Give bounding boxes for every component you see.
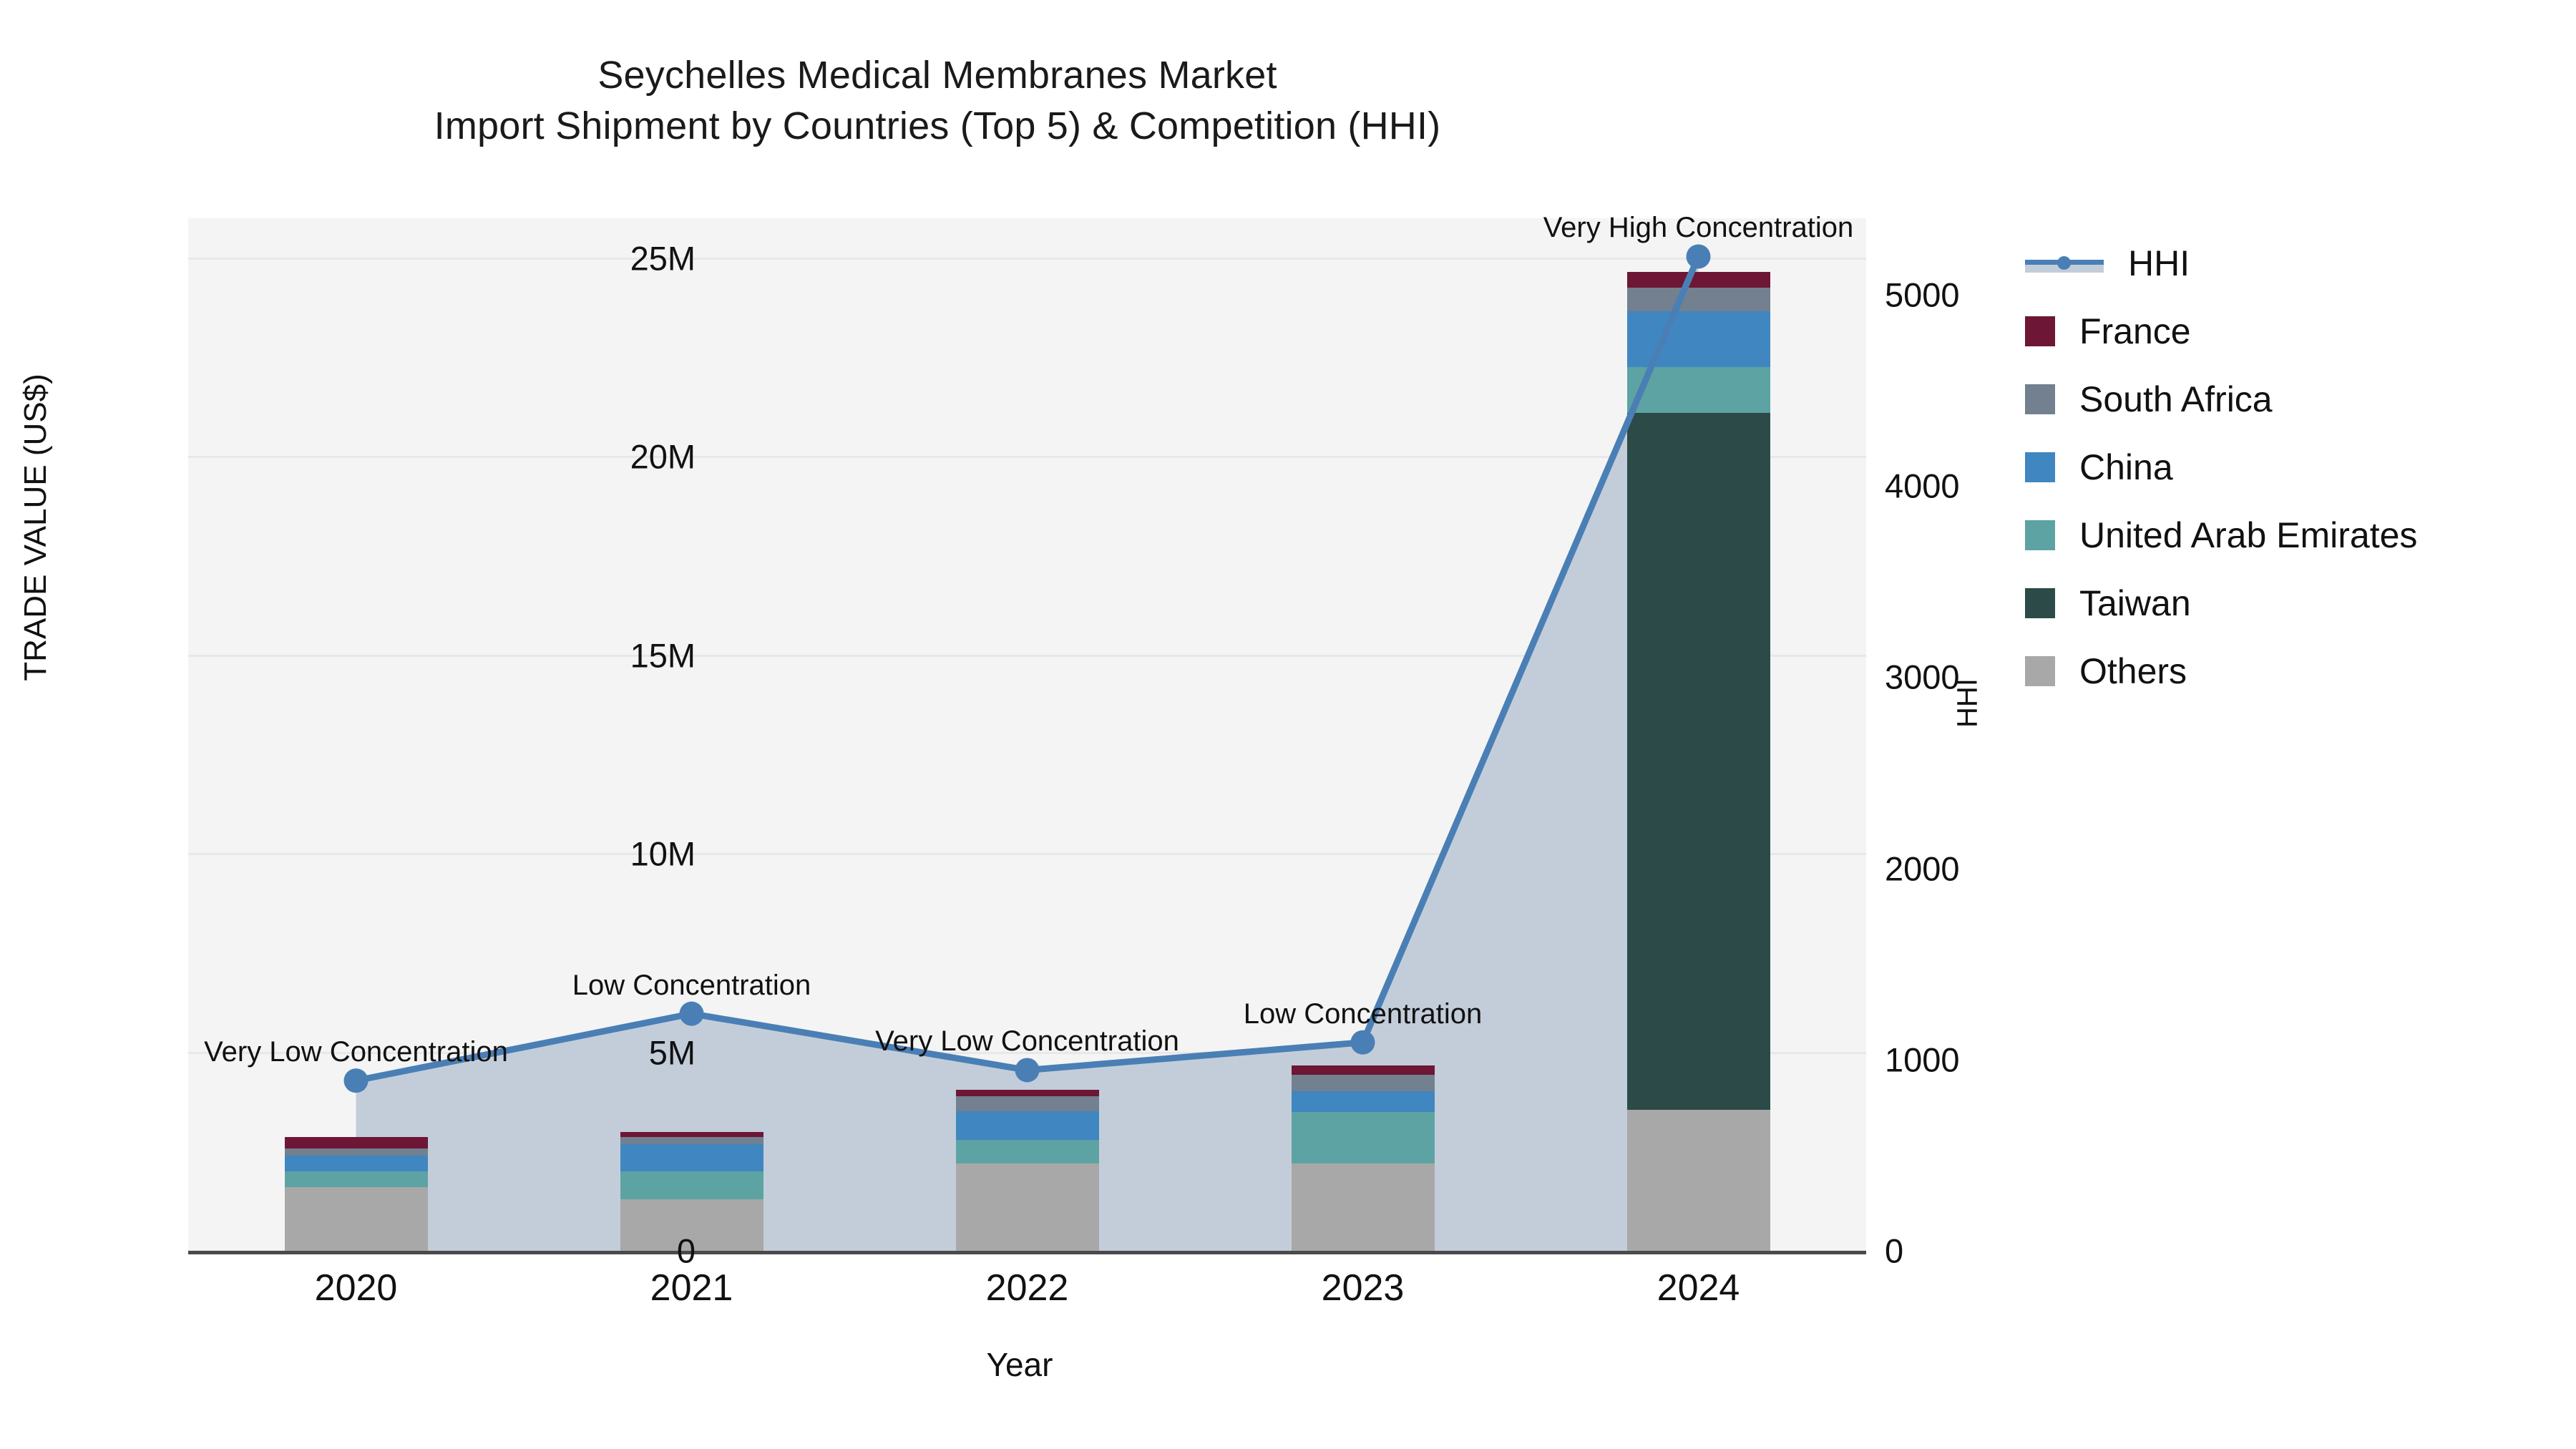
y2-axis-tick-label: 4000 xyxy=(1885,467,1960,505)
bar-segment[interactable] xyxy=(955,1163,1099,1251)
chart-title-line-2: Import Shipment by Countries (Top 5) & C… xyxy=(434,104,1441,148)
bar-segment[interactable] xyxy=(1626,1109,1770,1251)
legend-item-label: Taiwan xyxy=(2079,582,2191,623)
legend-item[interactable]: Taiwan xyxy=(2025,569,2569,637)
x-axis-tick-label: 2021 xyxy=(650,1267,733,1309)
bar-segment[interactable] xyxy=(1626,272,1770,288)
bar-segment[interactable] xyxy=(1291,1065,1435,1075)
legend-item[interactable]: China xyxy=(2025,433,2569,501)
y2-axis-tick-label: 2000 xyxy=(1885,849,1960,888)
bar-segment[interactable] xyxy=(1291,1111,1435,1163)
bar-segment[interactable] xyxy=(620,1199,763,1251)
legend-item[interactable]: HHI xyxy=(2025,229,2569,297)
hhi-line-path xyxy=(353,253,1702,1084)
x-axis-line xyxy=(188,1251,1866,1254)
x-axis-tick-label: 2020 xyxy=(314,1267,398,1309)
y2-axis-tick-label: 3000 xyxy=(1885,658,1960,696)
gridline xyxy=(188,456,1866,458)
bar-segment[interactable] xyxy=(1626,311,1770,368)
hhi-area-fill xyxy=(356,256,1699,1251)
y-axis-tick-label: 25M xyxy=(630,239,696,277)
chart-title: Seychelles Medical Membranes Market Impo… xyxy=(0,50,1875,152)
y-axis-tick-label: 20M xyxy=(630,437,696,476)
x-axis-label: Year xyxy=(986,1346,1053,1383)
plot-area xyxy=(188,218,1866,1252)
legend-color-swatch xyxy=(2025,587,2055,618)
hhi-area xyxy=(356,256,1699,1251)
hhi-data-point[interactable] xyxy=(343,1068,369,1093)
y-axis-tick-label: 0 xyxy=(676,1231,696,1270)
bar-stack[interactable] xyxy=(620,1132,763,1251)
y-axis-tick-label: 5M xyxy=(648,1033,696,1071)
gridline xyxy=(188,1051,1866,1054)
bar-stack[interactable] xyxy=(284,1137,428,1251)
legend-item[interactable]: United Arab Emirates xyxy=(2025,501,2569,569)
hhi-annotation: Very High Concentration xyxy=(1543,212,1854,244)
bar-segment[interactable] xyxy=(284,1156,428,1171)
bar-segment[interactable] xyxy=(284,1171,428,1188)
y-axis-label: TRADE VALUE (US$) xyxy=(18,374,53,681)
bar-stack[interactable] xyxy=(1626,272,1770,1251)
bar-segment[interactable] xyxy=(1291,1163,1435,1251)
legend-item-label: Others xyxy=(2079,650,2187,691)
y2-axis-tick-label: 5000 xyxy=(1885,275,1960,314)
legend-item-label: France xyxy=(2079,311,2191,351)
legend-color-swatch xyxy=(2025,452,2055,482)
bar-segment[interactable] xyxy=(620,1132,763,1138)
bar-segment[interactable] xyxy=(284,1187,428,1251)
hhi-annotation: Low Concentration xyxy=(1243,997,1483,1030)
legend-color-swatch xyxy=(2025,384,2055,414)
hhi-annotation: Low Concentration xyxy=(572,969,811,1001)
legend-item[interactable]: France xyxy=(2025,297,2569,365)
bar-stack[interactable] xyxy=(955,1089,1099,1251)
bar-segment[interactable] xyxy=(1291,1074,1435,1091)
bar-stack[interactable] xyxy=(1291,1065,1435,1251)
gridline xyxy=(188,654,1866,657)
y2-axis-label: HHI xyxy=(1951,678,1984,728)
bar-segment[interactable] xyxy=(620,1137,763,1145)
x-axis-tick-label: 2024 xyxy=(1657,1267,1740,1309)
bar-segment[interactable] xyxy=(620,1144,763,1171)
gridline xyxy=(188,257,1866,260)
hhi-data-point[interactable] xyxy=(679,1001,704,1026)
y-axis-tick-label: 10M xyxy=(630,834,696,873)
chart-legend: HHI France South Africa China United Arab Em… xyxy=(2025,229,2569,705)
gridline xyxy=(188,853,1866,855)
bar-segment[interactable] xyxy=(284,1148,428,1156)
bar-segment[interactable] xyxy=(1626,288,1770,312)
bar-segment[interactable] xyxy=(955,1111,1099,1140)
legend-color-swatch xyxy=(2025,519,2055,550)
bar-segment[interactable] xyxy=(620,1171,763,1199)
hhi-line xyxy=(343,244,1711,1093)
y2-axis-tick-label: 0 xyxy=(1885,1231,1904,1270)
legend-item-label: HHI xyxy=(2128,243,2190,283)
hhi-data-point[interactable] xyxy=(1686,244,1711,269)
legend-color-swatch xyxy=(2025,316,2055,346)
bar-segment[interactable] xyxy=(284,1137,428,1149)
legend-item[interactable]: Others xyxy=(2025,637,2569,705)
bar-segment[interactable] xyxy=(955,1096,1099,1112)
chart-title-line-1: Seychelles Medical Membranes Market xyxy=(597,54,1277,97)
legend-line-marker xyxy=(2025,248,2104,278)
y-axis-tick-label: 15M xyxy=(630,636,696,674)
hhi-annotation: Very Low Concentration xyxy=(204,1036,508,1068)
hhi-data-point[interactable] xyxy=(1015,1058,1040,1083)
hhi-annotation: Very Low Concentration xyxy=(875,1025,1179,1058)
x-axis-tick-label: 2023 xyxy=(1321,1267,1405,1309)
legend-item-label: South Africa xyxy=(2079,379,2273,419)
bar-segment[interactable] xyxy=(1291,1091,1435,1112)
legend-item-label: China xyxy=(2079,447,2173,487)
hhi-data-point[interactable] xyxy=(1350,1030,1375,1055)
legend-point-swatch xyxy=(2057,255,2071,270)
bar-segment[interactable] xyxy=(955,1139,1099,1163)
bar-segment[interactable] xyxy=(1626,412,1770,1110)
bar-segment[interactable] xyxy=(955,1089,1099,1096)
y2-axis-tick-label: 1000 xyxy=(1885,1040,1960,1079)
legend-color-swatch xyxy=(2025,655,2055,686)
legend-item[interactable]: South Africa xyxy=(2025,365,2569,433)
x-axis-tick-label: 2022 xyxy=(985,1267,1069,1309)
legend-item-label: United Arab Emirates xyxy=(2079,514,2418,555)
